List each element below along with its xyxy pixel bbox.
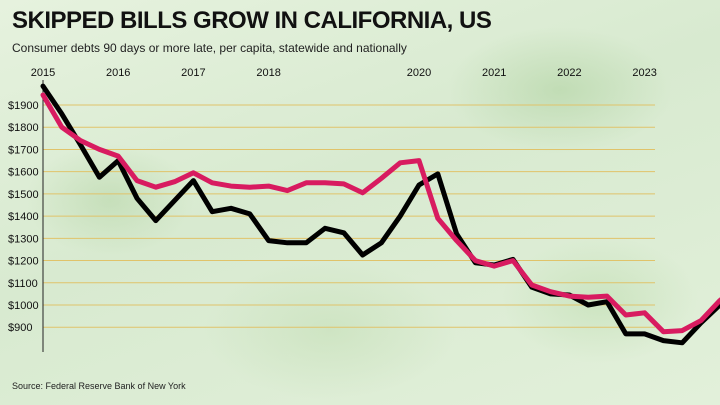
series-line-ca bbox=[40, 83, 720, 346]
series-lines bbox=[40, 83, 720, 346]
x-tick-label: 2018 bbox=[256, 67, 280, 79]
series-line-us bbox=[40, 92, 720, 335]
x-tick-label: 2022 bbox=[557, 67, 581, 79]
x-tick-label: 2015 bbox=[31, 67, 55, 79]
y-tick-label: $1100 bbox=[8, 278, 38, 290]
chart-subtitle: Consumer debts 90 days or more late, per… bbox=[12, 41, 407, 55]
axes: $900 $1000 $1100 $1200 $1300 $1400 $1500 $1600 $… bbox=[8, 67, 657, 352]
y-tick-label: $1500 bbox=[8, 189, 39, 201]
y-tick-label: $1600 bbox=[8, 167, 39, 179]
x-tick-label: 2016 bbox=[106, 67, 130, 79]
x-tick-label: 2023 bbox=[632, 67, 656, 79]
y-tick-label: $1800 bbox=[8, 122, 39, 134]
chart-title: SKIPPED BILLS GROW IN CALIFORNIA, US bbox=[12, 7, 492, 34]
y-tick-label: $1400 bbox=[8, 211, 39, 223]
y-tick-label: $1200 bbox=[8, 256, 39, 268]
x-tick-label: 2021 bbox=[482, 67, 506, 79]
y-tick-label: $1900 bbox=[8, 100, 39, 112]
y-tick-label: $900 bbox=[8, 322, 32, 334]
x-tick-label: 2017 bbox=[181, 67, 205, 79]
y-tick-label: $1000 bbox=[8, 300, 39, 312]
y-tick-label: $1700 bbox=[8, 144, 39, 156]
y-tick-label: $1300 bbox=[8, 233, 39, 245]
grid-lines bbox=[43, 104, 655, 328]
x-tick-label: 2020 bbox=[407, 67, 431, 79]
source-note: Source: Federal Reserve Bank of New York bbox=[12, 381, 186, 391]
